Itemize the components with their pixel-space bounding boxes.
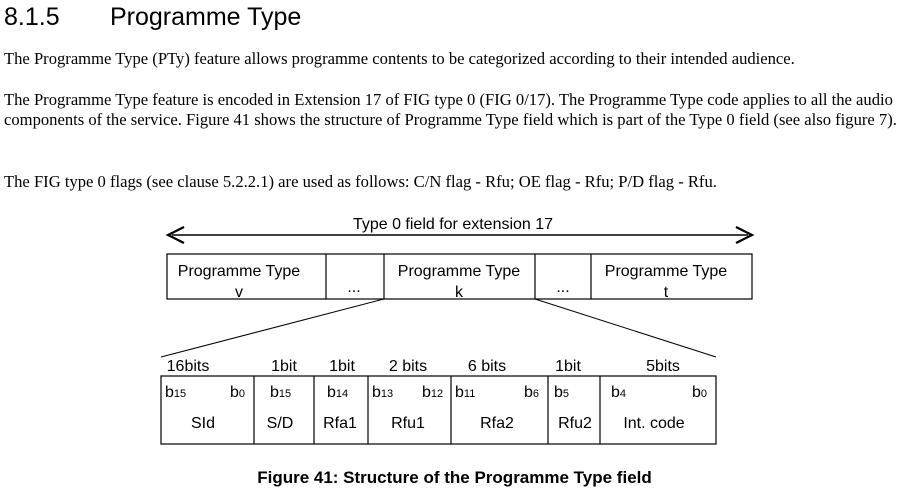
section-number: 8.1.5 [4, 3, 60, 31]
bit-index-b15: b15 [270, 384, 291, 401]
expansion-line-left [160, 298, 385, 358]
bit-index-b15: b15 [165, 384, 186, 401]
ellipsis-cell: ... [556, 279, 569, 296]
bit-index-b14: b14 [327, 384, 348, 401]
bit-index-b11: b11 [455, 384, 475, 401]
bitcount-rfu2: 1bit [555, 358, 581, 375]
span-label: Type 0 field for extension 17 [353, 216, 553, 233]
programme-type-k-index: k [455, 284, 464, 301]
bitcount-int-code: 5bits [646, 358, 680, 375]
field-name-rfu1: Rfu1 [391, 415, 425, 432]
bitcount-sd: 1bit [271, 358, 297, 375]
programme-type-t-label: Programme Type [605, 263, 728, 280]
bit-index-b0: b0 [692, 384, 707, 401]
bit-index-b4: b4 [611, 384, 626, 401]
bitcount-rfa2: 6 bits [468, 358, 506, 375]
bitcount-sid: 16bits [167, 358, 210, 375]
field-name-int-code: Int. code [623, 415, 684, 432]
expansion-line-right [534, 298, 717, 358]
field-name-sid: SId [191, 415, 215, 432]
bit-index-b5: b5 [554, 384, 569, 401]
ellipsis-cell: ... [347, 279, 360, 296]
paragraph-pty-encoding: The Programme Type feature is encoded in… [4, 90, 897, 129]
programme-type-t-index: t [664, 284, 669, 301]
field-name-rfu2: Rfu2 [558, 415, 592, 432]
span-arrow-right-head [735, 226, 755, 244]
section-title: Programme Type [110, 3, 302, 31]
field-name-rfa1: Rfa1 [323, 415, 357, 432]
figure-caption: Figure 41: Structure of the Programme Ty… [257, 468, 652, 487]
span-arrow-left-head [165, 226, 185, 244]
programme-type-v-label: Programme Type [178, 263, 301, 280]
programme-type-k-label: Programme Type [398, 263, 521, 280]
paragraph-pty-intro: The Programme Type (PTy) feature allows … [4, 49, 795, 68]
bitcount-rfa1: 1bit [329, 358, 355, 375]
bitcount-rfu1: 2 bits [389, 358, 427, 375]
bit-index-b13: b13 [372, 384, 393, 401]
paragraph-fig-flags: The FIG type 0 flags (see clause 5.2.2.1… [4, 172, 717, 191]
bit-index-b6: b6 [524, 384, 539, 401]
field-name-rfa2: Rfa2 [480, 415, 514, 432]
bit-index-b0: b0 [230, 384, 245, 401]
programme-type-v-index: v [235, 284, 243, 301]
bit-index-b12: b12 [422, 384, 443, 401]
field-name-sd: S/D [267, 415, 294, 432]
type0-field-row [166, 253, 753, 300]
programme-type-field-table [160, 375, 717, 445]
